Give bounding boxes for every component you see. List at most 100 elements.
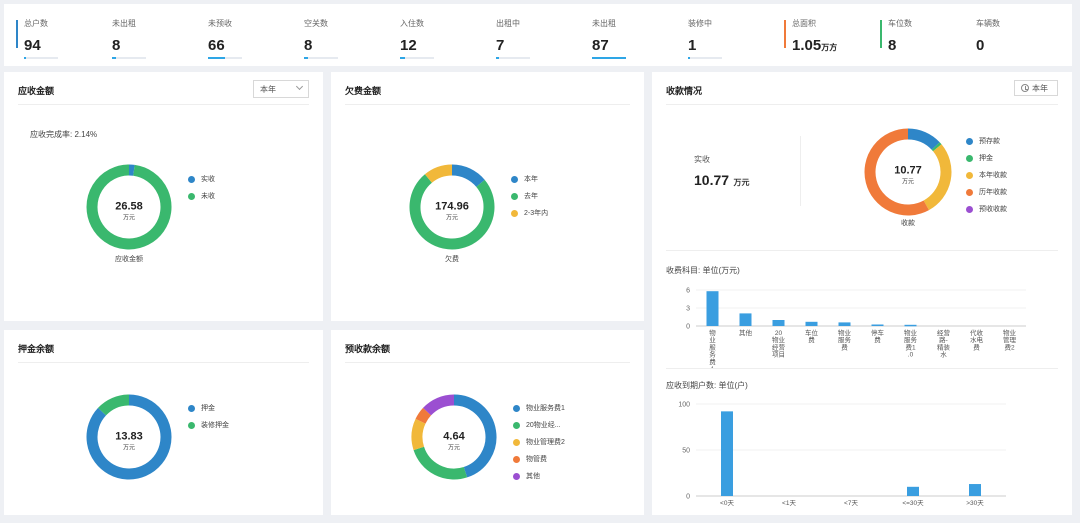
period-button[interactable]: 本年 bbox=[1014, 80, 1058, 96]
divider bbox=[18, 362, 309, 363]
donut-segment[interactable] bbox=[923, 144, 952, 211]
stat-item[interactable]: 车位数 8 bbox=[880, 18, 912, 64]
stat-item[interactable]: 出租中 7 bbox=[496, 18, 530, 64]
stat-item[interactable]: 总户数 94 bbox=[16, 18, 58, 64]
x-tick-label: <1天 bbox=[782, 499, 796, 507]
bar[interactable] bbox=[772, 320, 785, 326]
x-tick-label: 路- bbox=[939, 335, 948, 344]
stat-value-wrap: 1 bbox=[688, 37, 722, 54]
receivable-donut-chart[interactable] bbox=[86, 164, 172, 250]
donut-segment[interactable] bbox=[907, 128, 940, 150]
legend-dot-icon bbox=[966, 171, 973, 179]
subjects-bar-chart[interactable]: 036物业服务费1其他20物业经营项目车位费物业服务费停车费物业服务费1.0经营… bbox=[666, 278, 1056, 368]
donut-segment[interactable] bbox=[411, 418, 426, 451]
arrears-donut-chart[interactable] bbox=[409, 164, 495, 250]
stat-item[interactable]: 入住数 12 bbox=[400, 18, 434, 64]
legend-item[interactable]: 物业管理费2 bbox=[513, 437, 565, 447]
legend-label: 本年收款 bbox=[979, 172, 1007, 179]
legend-item[interactable]: 实收 bbox=[188, 174, 215, 184]
x-tick-label: 车位 bbox=[805, 328, 819, 337]
stat-progress-fill bbox=[208, 57, 225, 59]
x-tick-label: 物业 bbox=[1003, 328, 1017, 337]
bar[interactable] bbox=[721, 411, 733, 496]
x-tick-label: 项目 bbox=[772, 351, 785, 359]
x-tick-label: 费2 bbox=[1004, 342, 1015, 351]
stat-label: 空关数 bbox=[304, 19, 328, 28]
bar[interactable] bbox=[805, 321, 818, 326]
donut-segment[interactable] bbox=[864, 128, 929, 216]
donut-segment[interactable] bbox=[86, 164, 172, 250]
donut-segment[interactable] bbox=[415, 407, 432, 424]
stat-value: 87 bbox=[592, 37, 609, 54]
collection-donut-chart[interactable] bbox=[864, 128, 952, 216]
stat-label: 车位数 bbox=[888, 19, 912, 28]
donut-segment[interactable] bbox=[409, 174, 495, 250]
bar[interactable] bbox=[871, 324, 884, 327]
legend-item[interactable]: 历年收款 bbox=[966, 187, 1007, 197]
bar[interactable] bbox=[838, 322, 851, 326]
stat-label: 未出租 bbox=[112, 19, 136, 28]
legend-item[interactable]: 其他 bbox=[513, 471, 565, 481]
legend-label: 2-3年内 bbox=[524, 210, 549, 217]
donut-segment[interactable] bbox=[424, 164, 453, 183]
stat-value: 1 bbox=[688, 37, 697, 54]
receivable-total: 26.58 bbox=[115, 200, 143, 213]
divider bbox=[345, 362, 630, 363]
legend-item[interactable]: 物业服务费1 bbox=[513, 403, 565, 413]
donut-segment[interactable] bbox=[931, 142, 942, 152]
stat-unit: 万方 bbox=[821, 43, 838, 52]
deposit-donut-chart[interactable] bbox=[86, 394, 172, 480]
legend-item[interactable]: 预收收款 bbox=[966, 204, 1007, 214]
bar[interactable] bbox=[706, 291, 719, 326]
stat-value: 0 bbox=[976, 37, 985, 54]
legend-item[interactable]: 押金 bbox=[188, 403, 229, 413]
donut-segment[interactable] bbox=[86, 394, 172, 480]
x-tick-label: 费 bbox=[709, 357, 716, 366]
prepaid-donut-chart[interactable] bbox=[411, 394, 497, 480]
legend-item[interactable]: 20物业经... bbox=[513, 420, 565, 430]
stat-item[interactable]: 车辆数 0 bbox=[976, 18, 1000, 64]
stat-progress bbox=[688, 57, 722, 59]
donut-segment[interactable] bbox=[451, 164, 485, 188]
bar[interactable] bbox=[739, 313, 752, 326]
legend-item[interactable]: 去年 bbox=[511, 191, 548, 201]
legend-dot-icon bbox=[513, 421, 520, 429]
stat-progress-fill bbox=[400, 57, 406, 59]
bar[interactable] bbox=[907, 486, 919, 496]
x-tick-label: 费 bbox=[841, 342, 848, 351]
aging-bar-chart[interactable]: 0 50 100 <0天 <1天 <7天 <=30天 >30天 bbox=[666, 394, 1056, 512]
x-tick-label: 服 bbox=[709, 343, 716, 351]
collection-caption: 收款 bbox=[901, 220, 915, 227]
legend-dot-icon bbox=[188, 192, 195, 200]
stat-value-wrap: 8 bbox=[888, 37, 912, 54]
donut-segment[interactable] bbox=[453, 394, 497, 478]
period-select[interactable]: 本年 bbox=[253, 80, 309, 98]
stat-item[interactable]: 空关数 8 bbox=[304, 18, 338, 64]
legend-dot-icon bbox=[511, 175, 518, 183]
stat-progress bbox=[496, 57, 530, 59]
legend-item[interactable]: 本年收款 bbox=[966, 170, 1007, 180]
legend-item[interactable]: 物管费 bbox=[513, 454, 565, 464]
donut-segment[interactable] bbox=[423, 394, 455, 416]
legend-label: 物业管理费2 bbox=[526, 439, 565, 446]
stat-item[interactable]: 装修中 1 bbox=[688, 18, 722, 64]
legend-label: 20物业经... bbox=[526, 422, 561, 429]
legend-item[interactable]: 未收 bbox=[188, 191, 215, 201]
stat-item[interactable]: 总面积 1.05万方 bbox=[784, 18, 838, 64]
bar[interactable] bbox=[969, 484, 981, 496]
stat-item[interactable]: 未预收 66 bbox=[208, 18, 242, 64]
donut-segment[interactable] bbox=[98, 394, 130, 416]
donut-segment[interactable] bbox=[413, 446, 468, 480]
legend-item[interactable]: 押金 bbox=[966, 153, 1007, 163]
stat-label: 出租中 bbox=[496, 19, 520, 28]
x-tick-label: <7天 bbox=[844, 499, 858, 507]
bar[interactable] bbox=[904, 324, 917, 327]
legend-item[interactable]: 本年 bbox=[511, 174, 548, 184]
stat-item[interactable]: 未出租 8 bbox=[112, 18, 146, 64]
legend-item[interactable]: 2-3年内 bbox=[511, 208, 548, 218]
collection-unit: 万元 bbox=[901, 179, 914, 186]
receivable-title: 应收金额 bbox=[18, 86, 55, 96]
legend-item[interactable]: 预存款 bbox=[966, 136, 1007, 146]
stat-item[interactable]: 未出租 87 bbox=[592, 18, 626, 64]
legend-item[interactable]: 装修押金 bbox=[188, 420, 229, 430]
